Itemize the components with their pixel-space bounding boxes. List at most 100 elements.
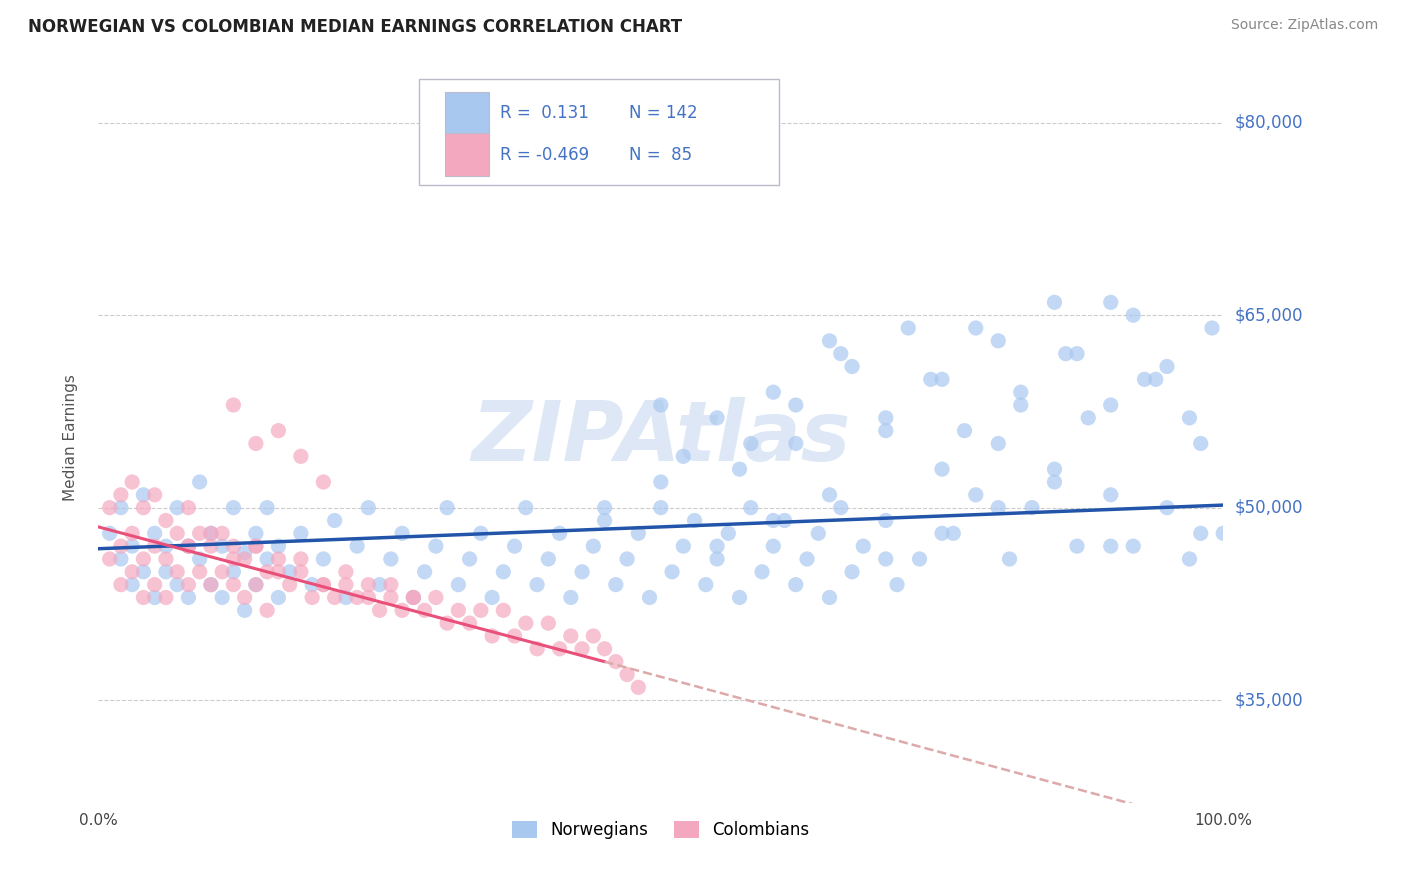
Point <box>458 616 481 631</box>
Point <box>605 577 627 591</box>
Point <box>380 552 402 566</box>
Text: R = -0.469: R = -0.469 <box>501 145 589 163</box>
Point <box>650 500 672 515</box>
Point <box>1133 372 1156 386</box>
Text: ZIPAtlas: ZIPAtlas <box>471 397 851 477</box>
Point <box>267 552 290 566</box>
Text: Source: ZipAtlas.com: Source: ZipAtlas.com <box>1230 18 1378 32</box>
Point <box>188 526 211 541</box>
Point <box>346 539 368 553</box>
Point <box>301 591 323 605</box>
Point <box>571 565 593 579</box>
Point <box>503 629 526 643</box>
Point <box>650 475 672 489</box>
Point <box>1066 539 1088 553</box>
Point <box>515 500 537 515</box>
Point <box>222 539 245 553</box>
Point <box>312 552 335 566</box>
Point <box>661 565 683 579</box>
Point <box>402 591 425 605</box>
Point <box>1043 475 1066 489</box>
Point <box>1212 526 1234 541</box>
Point <box>818 591 841 605</box>
Point <box>987 500 1010 515</box>
Point <box>143 539 166 553</box>
FancyBboxPatch shape <box>444 133 489 176</box>
Point <box>841 359 863 374</box>
Point <box>267 591 290 605</box>
Point <box>740 500 762 515</box>
Point <box>402 591 425 605</box>
Point <box>132 500 155 515</box>
Point <box>200 539 222 553</box>
Point <box>526 577 548 591</box>
Point <box>785 577 807 591</box>
Point <box>290 526 312 541</box>
Point <box>301 577 323 591</box>
Point <box>1099 488 1122 502</box>
Point <box>492 565 515 579</box>
Point <box>717 526 740 541</box>
Point <box>492 603 515 617</box>
Text: $65,000: $65,000 <box>1234 306 1303 324</box>
Point <box>616 552 638 566</box>
Point <box>931 462 953 476</box>
Point <box>166 565 188 579</box>
Point <box>211 565 233 579</box>
Point <box>751 565 773 579</box>
Point <box>200 526 222 541</box>
Point <box>987 436 1010 450</box>
Point <box>571 641 593 656</box>
Point <box>132 565 155 579</box>
Point <box>447 603 470 617</box>
Point <box>706 539 728 553</box>
Point <box>582 629 605 643</box>
Point <box>1189 526 1212 541</box>
Point <box>110 488 132 502</box>
Point <box>728 591 751 605</box>
Point <box>233 603 256 617</box>
Point <box>222 552 245 566</box>
Point <box>627 681 650 695</box>
Point <box>470 603 492 617</box>
Point <box>121 577 143 591</box>
Point <box>1066 346 1088 360</box>
Point <box>1178 552 1201 566</box>
Point <box>357 500 380 515</box>
Point <box>177 539 200 553</box>
Text: R =  0.131: R = 0.131 <box>501 104 589 122</box>
Point <box>143 577 166 591</box>
Point <box>200 526 222 541</box>
Point <box>391 526 413 541</box>
Point <box>155 565 177 579</box>
Point <box>1122 308 1144 322</box>
Point <box>155 514 177 528</box>
Point <box>323 514 346 528</box>
Point <box>436 500 458 515</box>
Point <box>413 565 436 579</box>
Point <box>245 539 267 553</box>
Point <box>458 552 481 566</box>
Point <box>98 526 121 541</box>
Point <box>245 436 267 450</box>
Point <box>98 552 121 566</box>
Point <box>121 539 143 553</box>
Legend: Norwegians, Colombians: Norwegians, Colombians <box>506 814 815 846</box>
Point <box>188 565 211 579</box>
Point <box>245 577 267 591</box>
Point <box>380 591 402 605</box>
Point <box>233 591 256 605</box>
Point <box>638 591 661 605</box>
Point <box>391 603 413 617</box>
Point <box>796 552 818 566</box>
Point <box>740 436 762 450</box>
Point <box>942 526 965 541</box>
Point <box>1077 410 1099 425</box>
Point <box>312 577 335 591</box>
FancyBboxPatch shape <box>419 78 779 185</box>
Point <box>807 526 830 541</box>
Point <box>121 565 143 579</box>
Point <box>908 552 931 566</box>
Point <box>1156 500 1178 515</box>
Point <box>110 577 132 591</box>
